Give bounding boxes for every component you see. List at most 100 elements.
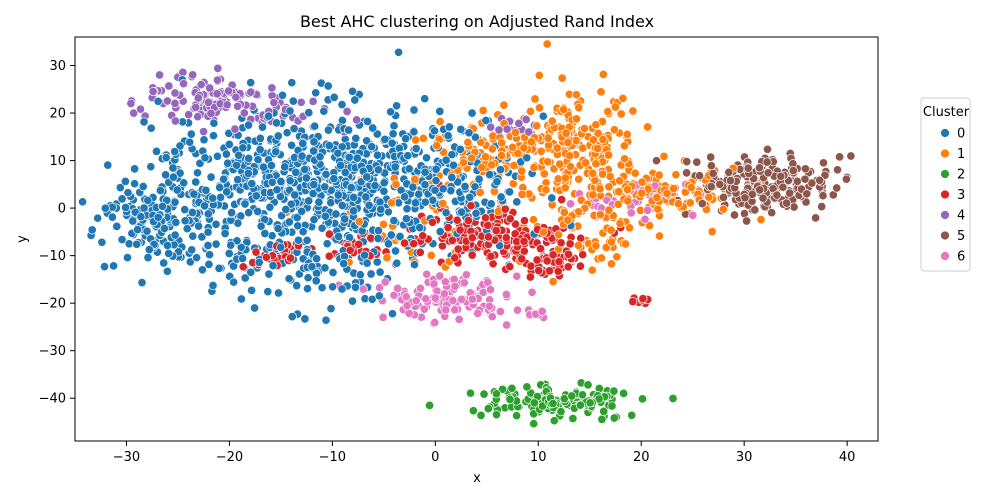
point-cluster-5 xyxy=(682,157,692,167)
point-cluster-5 xyxy=(841,174,851,184)
point-cluster-1 xyxy=(574,174,584,184)
point-cluster-1 xyxy=(596,253,606,263)
point-cluster-0 xyxy=(287,312,297,322)
point-cluster-3 xyxy=(467,250,477,260)
point-cluster-0 xyxy=(486,199,496,209)
point-cluster-0 xyxy=(331,209,341,219)
point-cluster-5 xyxy=(772,190,782,200)
point-cluster-1 xyxy=(539,169,549,179)
point-cluster-1 xyxy=(578,143,588,153)
point-cluster-0 xyxy=(195,158,205,168)
point-cluster-1 xyxy=(435,117,445,127)
point-cluster-0 xyxy=(157,201,168,211)
point-cluster-0 xyxy=(247,285,257,295)
point-cluster-0 xyxy=(492,177,502,187)
point-cluster-4 xyxy=(129,108,139,118)
point-cluster-5 xyxy=(682,168,692,178)
point-cluster-3 xyxy=(238,262,248,272)
point-cluster-0 xyxy=(232,236,242,246)
point-cluster-5 xyxy=(800,164,810,174)
point-cluster-0 xyxy=(130,179,140,189)
point-cluster-2 xyxy=(483,404,493,414)
point-cluster-4 xyxy=(352,115,362,125)
point-cluster-0 xyxy=(337,142,347,152)
point-cluster-0 xyxy=(303,273,313,283)
point-cluster-1 xyxy=(669,184,679,194)
point-cluster-0 xyxy=(97,237,107,247)
point-cluster-3 xyxy=(415,247,425,257)
point-cluster-5 xyxy=(706,182,716,192)
point-cluster-6 xyxy=(401,292,411,302)
point-cluster-1 xyxy=(588,190,598,200)
point-cluster-0 xyxy=(264,269,274,279)
point-cluster-0 xyxy=(339,259,349,269)
point-cluster-4 xyxy=(308,96,318,106)
point-cluster-0 xyxy=(367,142,377,152)
point-cluster-0 xyxy=(276,242,286,252)
point-cluster-0 xyxy=(410,198,420,208)
point-cluster-0 xyxy=(208,280,218,291)
point-cluster-5 xyxy=(740,193,750,203)
x-tick-label: −30 xyxy=(113,450,140,465)
point-cluster-3 xyxy=(517,254,527,264)
point-cluster-0 xyxy=(368,123,378,133)
y-tick-label: −10 xyxy=(39,249,66,264)
point-cluster-0 xyxy=(117,194,127,204)
point-cluster-0 xyxy=(324,141,334,151)
legend-marker-2 xyxy=(940,169,950,179)
point-cluster-0 xyxy=(287,140,297,150)
point-cluster-1 xyxy=(654,170,664,180)
point-cluster-2 xyxy=(627,410,637,420)
point-cluster-1 xyxy=(438,198,448,209)
point-cluster-0 xyxy=(347,86,358,96)
point-cluster-6 xyxy=(473,308,483,318)
legend-marker-1 xyxy=(940,148,950,159)
point-cluster-0 xyxy=(414,189,424,199)
point-cluster-0 xyxy=(444,122,454,132)
point-cluster-1 xyxy=(588,135,598,145)
point-cluster-0 xyxy=(441,208,451,218)
point-cluster-0 xyxy=(314,197,324,207)
point-cluster-0 xyxy=(209,118,219,128)
point-cluster-0 xyxy=(180,216,190,226)
point-cluster-4 xyxy=(521,114,531,125)
point-cluster-3 xyxy=(519,216,530,226)
point-cluster-0 xyxy=(298,227,308,237)
legend-label-2: 2 xyxy=(957,168,965,183)
point-cluster-4 xyxy=(222,100,232,110)
point-cluster-1 xyxy=(478,105,488,116)
point-cluster-0 xyxy=(215,182,225,193)
y-tick-label: 20 xyxy=(49,107,66,122)
point-cluster-1 xyxy=(595,210,605,220)
point-cluster-0 xyxy=(170,147,180,157)
point-cluster-6 xyxy=(457,294,467,304)
point-cluster-3 xyxy=(324,251,334,261)
point-cluster-0 xyxy=(317,283,327,293)
point-cluster-0 xyxy=(255,133,265,143)
point-cluster-0 xyxy=(408,182,418,192)
point-cluster-6 xyxy=(422,269,432,279)
point-cluster-1 xyxy=(588,168,598,178)
legend: Cluster 0 1 2 3 4 5 6 xyxy=(920,97,971,272)
point-cluster-1 xyxy=(410,174,420,185)
point-cluster-0 xyxy=(233,175,243,185)
point-cluster-3 xyxy=(463,215,473,226)
point-cluster-0 xyxy=(144,245,154,255)
point-cluster-3 xyxy=(480,213,491,223)
point-cluster-0 xyxy=(460,181,470,192)
point-cluster-3 xyxy=(565,239,575,249)
point-cluster-0 xyxy=(293,235,304,245)
point-cluster-1 xyxy=(643,184,653,194)
point-cluster-1 xyxy=(595,184,605,194)
point-cluster-4 xyxy=(212,75,223,85)
point-cluster-0 xyxy=(333,190,343,200)
point-cluster-4 xyxy=(162,96,172,106)
point-cluster-0 xyxy=(317,223,327,233)
point-cluster-6 xyxy=(642,205,653,215)
point-cluster-0 xyxy=(243,120,254,130)
point-cluster-6 xyxy=(435,271,445,281)
point-cluster-1 xyxy=(565,151,575,161)
point-cluster-3 xyxy=(638,294,648,304)
point-cluster-5 xyxy=(792,176,802,186)
point-cluster-5 xyxy=(802,189,812,199)
